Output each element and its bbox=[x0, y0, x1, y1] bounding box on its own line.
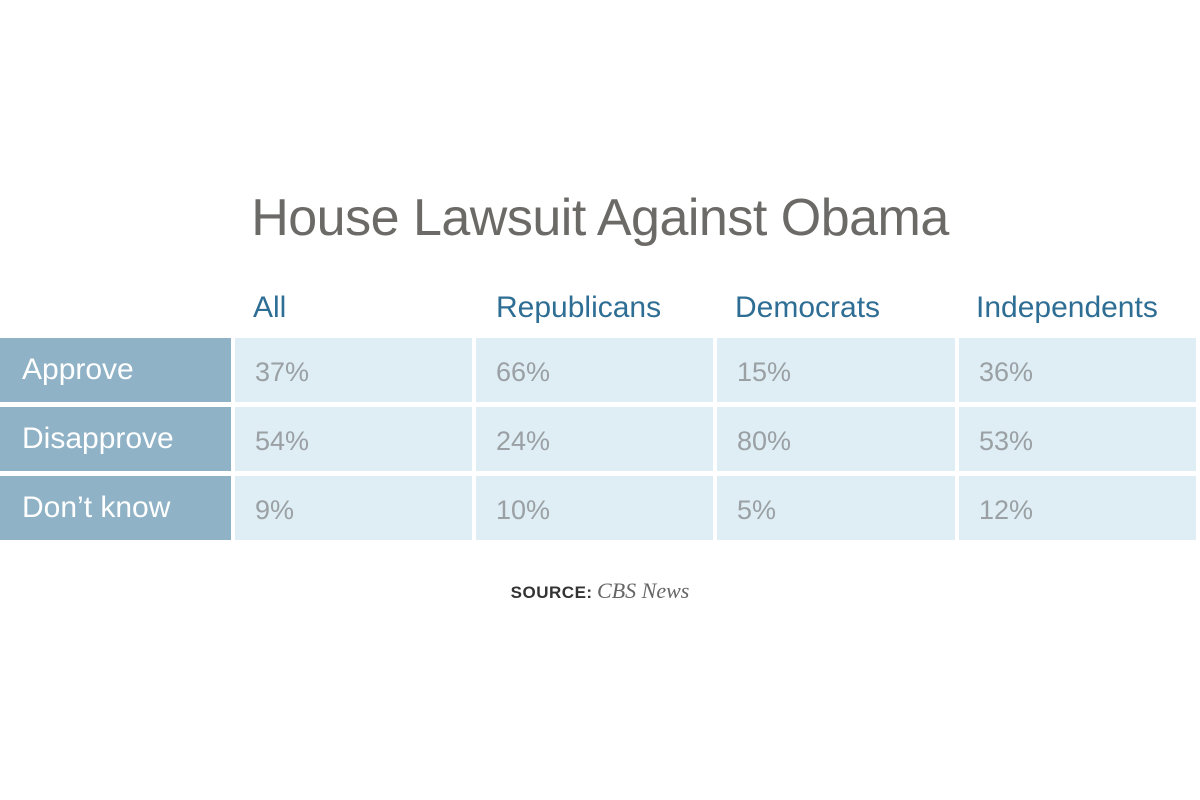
table-cell: 66% bbox=[476, 338, 713, 402]
column-header-democrats: Democrats bbox=[735, 291, 881, 324]
table-cell: 24% bbox=[476, 407, 713, 471]
row-label-disapprove: Disapprove bbox=[0, 407, 231, 471]
table-cell: 37% bbox=[235, 338, 472, 402]
table-cell: 5% bbox=[717, 476, 955, 540]
row-label-approve: Approve bbox=[0, 338, 231, 402]
column-header-all: All bbox=[253, 291, 287, 324]
column-header-independents: Independents bbox=[976, 291, 1158, 324]
table-cell: 80% bbox=[717, 407, 955, 471]
source-value: CBS News bbox=[597, 578, 690, 603]
table-cell: 10% bbox=[476, 476, 713, 540]
table-cell: 36% bbox=[959, 338, 1196, 402]
table-cell: 54% bbox=[235, 407, 472, 471]
chart-title: House Lawsuit Against Obama bbox=[251, 189, 949, 247]
row-label-dont-know: Don’t know bbox=[0, 476, 231, 540]
column-header-republicans: Republicans bbox=[496, 291, 662, 324]
table-cell: 53% bbox=[959, 407, 1196, 471]
source-note: SOURCE: CBS News bbox=[0, 576, 1200, 609]
table-cell: 12% bbox=[959, 476, 1196, 540]
table-cell: 9% bbox=[235, 476, 472, 540]
table-cell: 15% bbox=[717, 338, 955, 402]
source-label: SOURCE: bbox=[510, 583, 593, 602]
